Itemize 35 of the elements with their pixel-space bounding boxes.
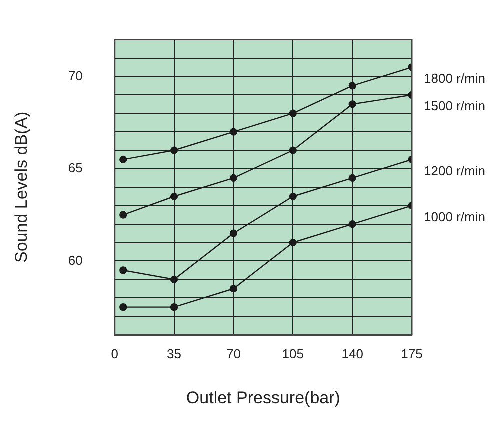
point: [348, 82, 356, 90]
series-label: 1000 r/min: [424, 209, 486, 224]
point: [170, 304, 178, 312]
series-label: 1500 r/min: [424, 98, 486, 114]
y-tick-label: 70: [68, 68, 83, 84]
x-tick-label: 70: [226, 346, 241, 362]
point: [289, 146, 297, 154]
point: [348, 100, 356, 108]
point: [230, 128, 238, 136]
x-tick-label: 140: [342, 346, 364, 362]
point: [120, 266, 128, 274]
series-label: 1200 r/min: [424, 163, 486, 178]
point: [120, 211, 128, 219]
point: [120, 304, 128, 312]
x-axis-title: Outlet Pressure(bar): [186, 388, 340, 408]
x-tick-label: 35: [167, 346, 182, 362]
point: [348, 220, 356, 228]
point: [289, 110, 297, 118]
point: [170, 276, 178, 284]
point: [120, 156, 128, 164]
point: [348, 174, 356, 182]
x-tick-label: 175: [401, 346, 423, 362]
point: [230, 285, 238, 293]
point: [289, 238, 297, 247]
series-label: 1800 r/min: [424, 71, 486, 86]
y-tick-label: 65: [68, 160, 83, 176]
point: [170, 146, 178, 154]
point: [170, 192, 178, 200]
x-tick-label: 0: [111, 346, 118, 362]
y-axis-title: Sound Levels dB(A): [12, 112, 31, 263]
y-tick-label: 60: [68, 252, 83, 268]
x-tick-label: 105: [282, 346, 304, 362]
point: [230, 230, 238, 238]
point: [230, 174, 238, 182]
point: [289, 192, 297, 200]
